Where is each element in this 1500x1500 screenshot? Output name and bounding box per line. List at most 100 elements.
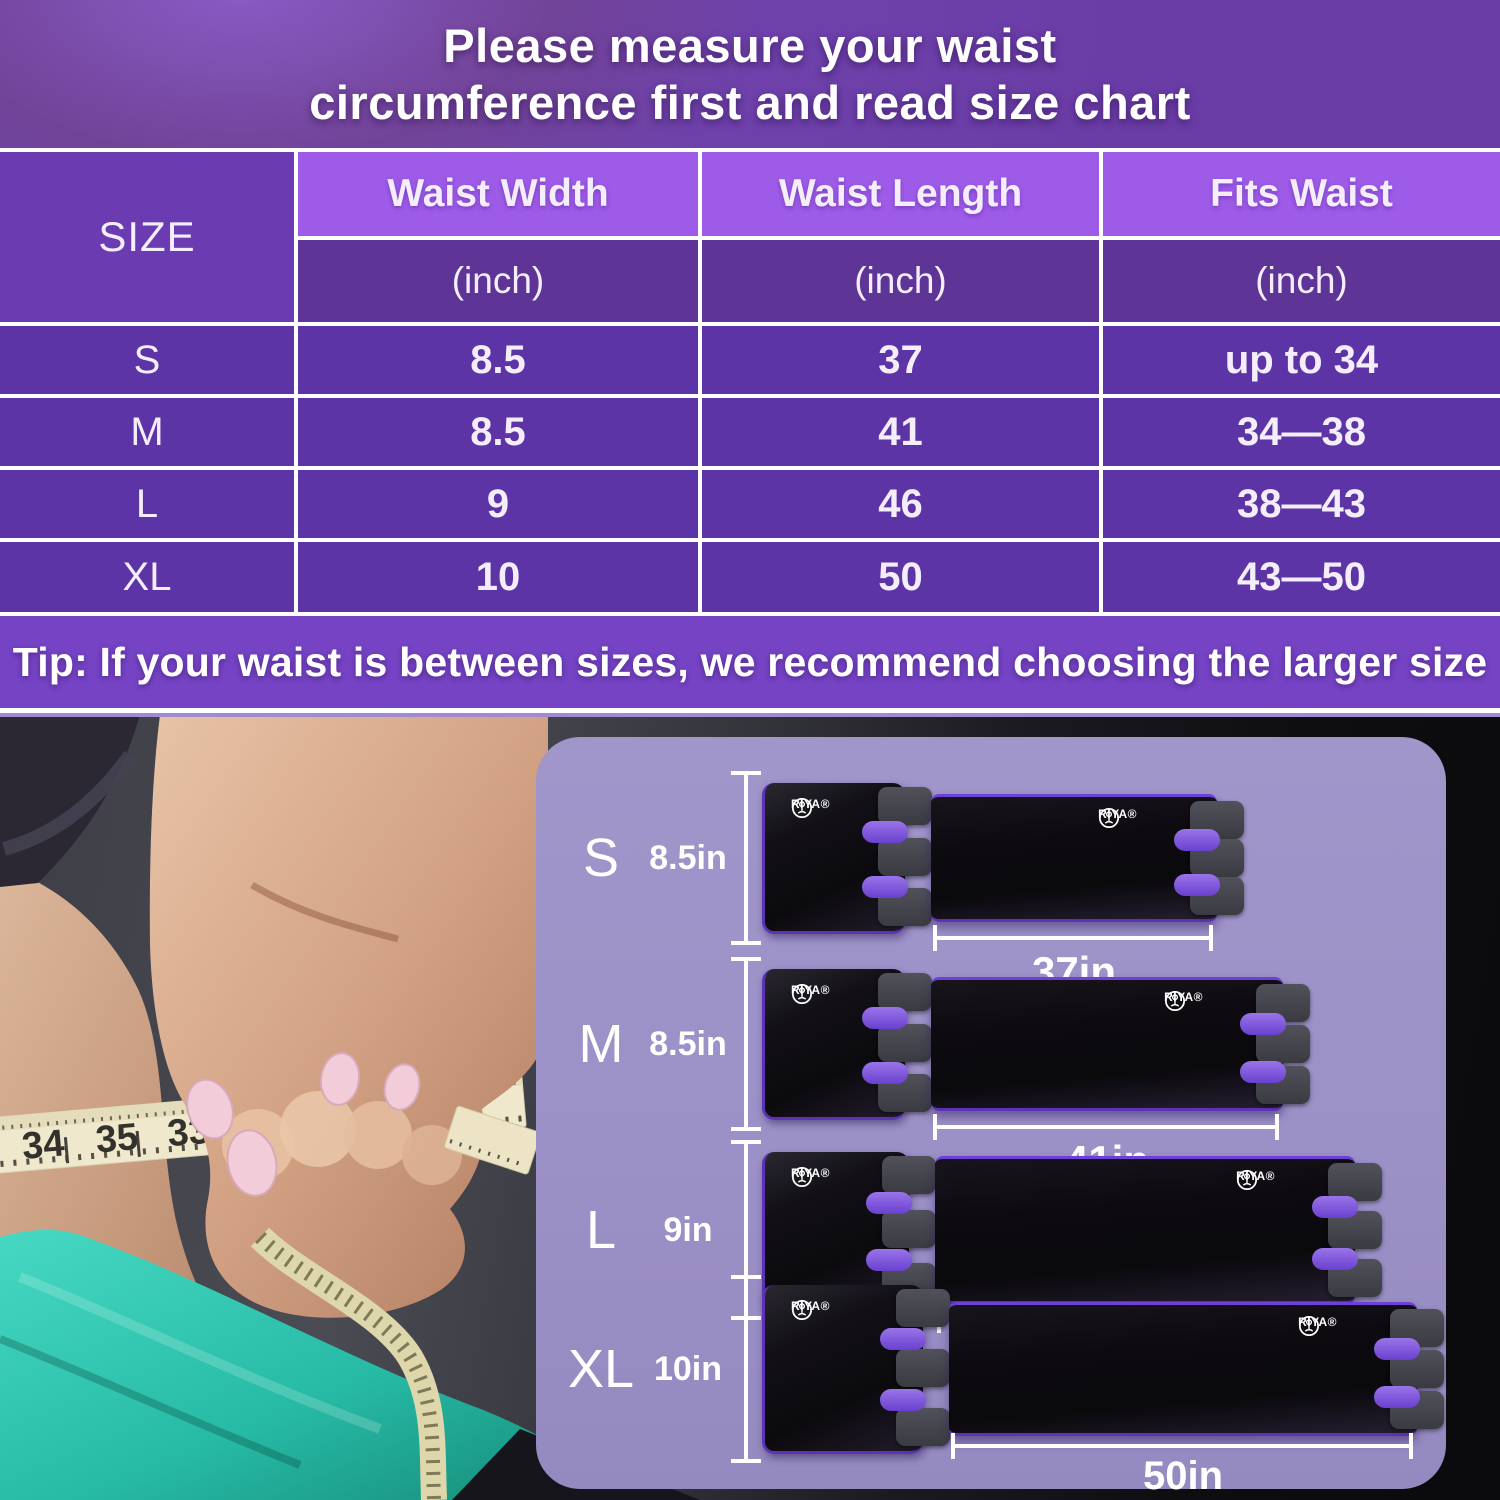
- long-belt-graphic: RIYA®: [935, 1156, 1382, 1304]
- purple-strap: [880, 1327, 926, 1350]
- unit-label: (inch): [1103, 240, 1500, 322]
- riya-logo: RIYA®: [791, 983, 830, 1004]
- riya-logo: RIYA®: [1098, 807, 1137, 829]
- table-row-m-length: 41: [702, 398, 1099, 466]
- title-line-2: circumference first and read size chart: [309, 76, 1191, 129]
- velcro-tab: [896, 1407, 950, 1446]
- table-row-m-width: 8.5: [298, 398, 698, 466]
- table-row-l-width: 9: [298, 470, 698, 538]
- diagram-row-xl: XL 10in RIYA®: [536, 1275, 1446, 1498]
- table-row-l-length: 46: [702, 470, 1099, 538]
- arm: [149, 717, 548, 1318]
- riya-logo: RIYA®: [791, 1166, 830, 1187]
- column-header-waist-length: Waist Length: [702, 152, 1099, 236]
- riya-logo: RIYA®: [1164, 990, 1203, 1012]
- small-belt-graphic: RIYA®: [762, 968, 932, 1120]
- table-row-l-fits: 38—43: [1103, 470, 1500, 538]
- unit-label: (inch): [702, 240, 1099, 322]
- purple-strap: [1312, 1195, 1358, 1218]
- diagram-width-label: 8.5in: [649, 838, 727, 877]
- velcro-tab: [878, 837, 932, 876]
- table-row-s-width: 8.5: [298, 326, 698, 394]
- riya-logo-icon: [1237, 1169, 1258, 1191]
- width-bracket: [731, 957, 761, 1131]
- table-row-m-size: M: [0, 398, 294, 466]
- sports-top-band: [2, 750, 136, 856]
- long-belt-wrap: RIYA® 37in: [931, 794, 1244, 995]
- purple-strap: [1240, 1013, 1286, 1036]
- sports-top: [0, 717, 140, 887]
- riya-logo-icon: [1099, 807, 1120, 829]
- teal-fold-highlight: [18, 1272, 382, 1434]
- column-header-waist-width: Waist Width: [298, 152, 698, 236]
- table-row-m-fits: 34—38: [1103, 398, 1500, 466]
- tape-number: 35: [94, 1116, 140, 1162]
- table-row-xl-width: 10: [298, 542, 698, 612]
- fingernails: [186, 1052, 421, 1197]
- velcro-tab: [896, 1289, 950, 1328]
- diagram-size-label: XL: [567, 1339, 635, 1399]
- riya-logo: RIYA®: [1298, 1315, 1337, 1337]
- photo-section: 34 35 33: [0, 713, 1500, 1500]
- purple-strap: [1312, 1248, 1358, 1271]
- velcro-tab: [896, 1348, 950, 1387]
- table-row-s-fits: up to 34: [1103, 326, 1500, 394]
- purple-strap: [880, 1389, 926, 1412]
- diagram-width-label: 8.5in: [649, 1024, 727, 1063]
- title-line-1: Please measure your waist: [443, 18, 1057, 72]
- purple-strap: [1174, 828, 1220, 851]
- long-belt-graphic: RIYA®: [931, 794, 1244, 922]
- small-belt-graphic: RIYA®: [762, 782, 932, 934]
- purple-strap: [866, 1191, 912, 1214]
- teal-fold-shadow: [0, 1335, 302, 1469]
- diagram-length-label: 50in: [1142, 1454, 1224, 1498]
- measuring-photo-illustration: 34 35 33: [0, 717, 700, 1500]
- knuckle: [344, 1101, 412, 1169]
- length-bracket: [933, 925, 1213, 951]
- purple-strap: [862, 1061, 908, 1084]
- purple-strap: [862, 820, 908, 843]
- purple-strap: [1374, 1385, 1420, 1408]
- purple-strap: [866, 1248, 912, 1271]
- diagram-width-label: 10in: [653, 1349, 723, 1388]
- velcro-tab: [878, 972, 932, 1011]
- width-bracket: [731, 771, 761, 945]
- table-row-s-length: 37: [702, 326, 1099, 394]
- long-belt-wrap: RIYA® 46in: [935, 1156, 1382, 1377]
- knuckle: [280, 1091, 356, 1167]
- table-row-l-size: L: [0, 470, 294, 538]
- velcro-tab: [1328, 1163, 1382, 1202]
- riya-logo: RIYA®: [791, 797, 830, 818]
- long-belt-wrap: RIYA® 50in: [949, 1302, 1444, 1498]
- diagram-size-label: L: [585, 1200, 617, 1260]
- width-bracket: [731, 1275, 761, 1463]
- tape-number: 34: [20, 1122, 66, 1168]
- purple-strap: [1174, 873, 1220, 896]
- column-header-size: SIZE: [0, 152, 294, 322]
- purple-strap: [1240, 1060, 1286, 1083]
- purple-strap: [1374, 1338, 1420, 1361]
- header-banner: Please measure your waist circumference …: [0, 0, 1500, 148]
- long-belt-graphic: RIYA®: [949, 1302, 1444, 1436]
- diagram-row-l: L 9in RIYA®: [536, 1137, 1446, 1377]
- table-row-s-size: S: [0, 326, 294, 394]
- long-belt-wrap: RIYA® 41in: [931, 977, 1310, 1184]
- tip-text: Tip: If your waist is between sizes, we …: [12, 638, 1488, 685]
- velcro-tab: [878, 786, 932, 825]
- diagram-row-s: S 8.5in RIYA®: [536, 765, 1446, 995]
- small-belt-graphic: RIYA®: [762, 1284, 950, 1454]
- riya-logo-icon: [791, 1166, 813, 1187]
- riya-logo-icon: [791, 797, 813, 818]
- table-row-xl-length: 50: [702, 542, 1099, 612]
- velcro-tab: [878, 1023, 932, 1062]
- riya-logo-icon: [791, 983, 813, 1004]
- tape-tip: [444, 1105, 541, 1175]
- hanging-tape-marks: [255, 1231, 441, 1500]
- riya-logo-icon: [1299, 1315, 1320, 1337]
- riya-logo-icon: [791, 1299, 813, 1320]
- size-chart-table: SIZE Waist Width Waist Length Fits Waist…: [0, 148, 1500, 616]
- table-row-xl-fits: 43—50: [1103, 542, 1500, 612]
- length-bracket: [933, 1114, 1279, 1140]
- teal-waistband: [0, 1229, 640, 1500]
